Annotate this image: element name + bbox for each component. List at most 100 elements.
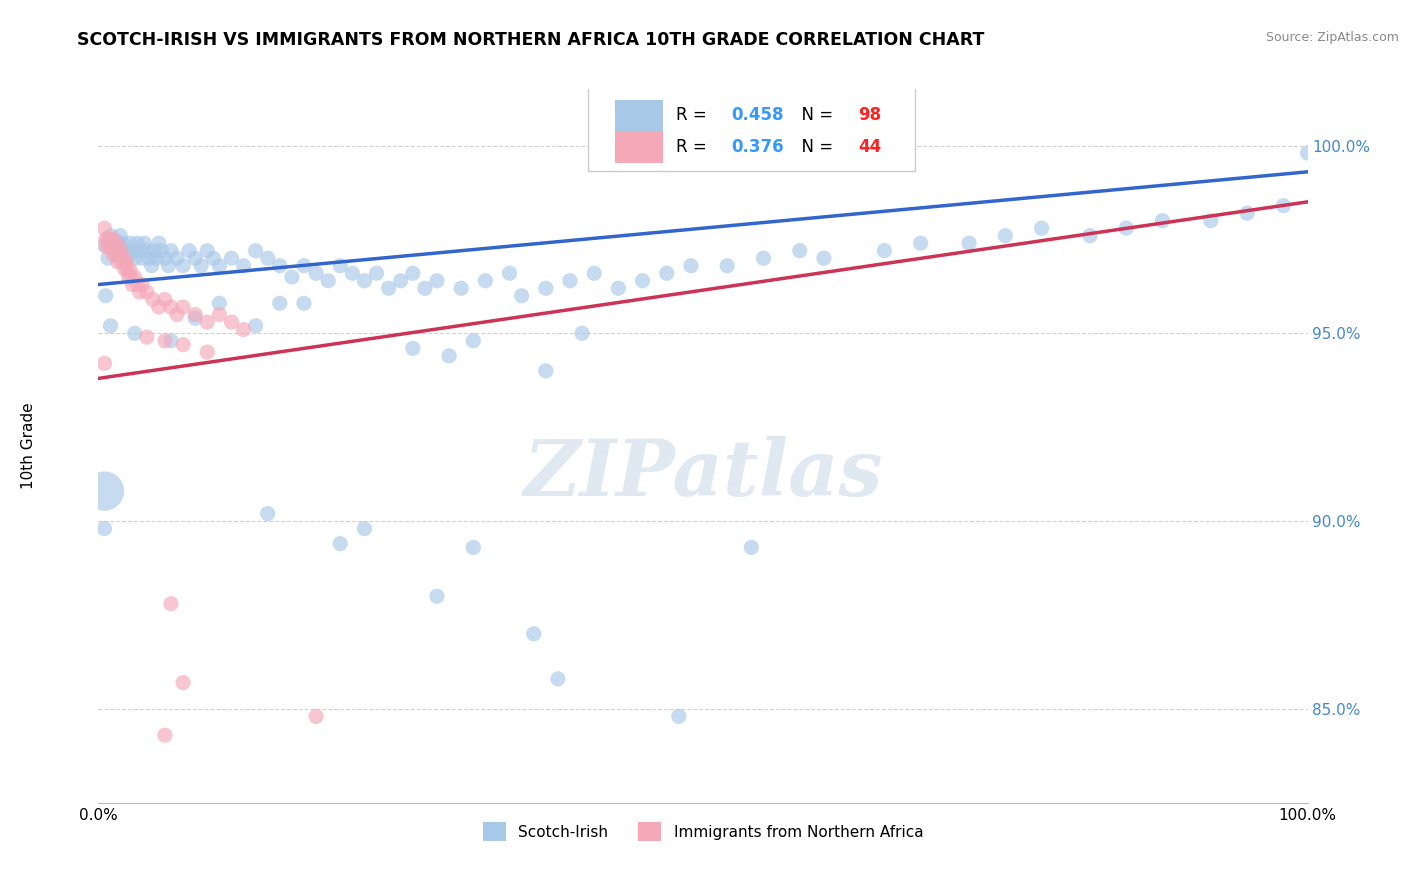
Point [128,285,150,299]
Point [221,315,243,329]
Point [910,236,932,251]
Point [256,507,278,521]
Point [789,244,811,258]
Text: SCOTCH-IRISH VS IMMIGRANTS FROM NORTHERN AFRICA 10TH GRADE CORRELATION CHART: SCOTCH-IRISH VS IMMIGRANTS FROM NORTHERN… [77,31,984,49]
Point [112,255,135,269]
Text: 0.376: 0.376 [731,137,783,155]
Point [316,274,339,288]
Point [366,266,388,280]
Point [547,672,569,686]
Point [873,244,896,258]
Point [127,236,149,251]
Point [607,281,630,295]
Point [94,232,117,246]
Point [153,251,176,265]
Point [166,251,188,265]
Point [107,236,129,251]
Legend: Scotch-Irish, Immigrants from Northern Africa: Scotch-Irish, Immigrants from Northern A… [475,814,931,848]
Point [184,311,207,326]
Point [510,289,533,303]
Point [111,236,134,251]
Point [97,251,120,265]
Point [655,266,678,280]
Point [184,308,207,322]
Point [100,318,122,333]
Point [142,293,165,307]
Point [269,259,291,273]
Point [124,270,146,285]
FancyBboxPatch shape [588,86,915,171]
Point [631,274,654,288]
Text: Source: ZipAtlas.com: Source: ZipAtlas.com [1265,31,1399,45]
Point [179,244,201,258]
Point [1236,206,1258,220]
Point [402,266,425,280]
Point [232,259,254,273]
Point [121,244,143,258]
Point [583,266,606,280]
Point [100,228,122,243]
Text: R =: R = [676,137,713,155]
Point [97,232,120,246]
Text: R =: R = [676,106,713,124]
Point [245,318,267,333]
Point [558,274,581,288]
Point [138,251,160,265]
Point [135,244,157,258]
Point [195,244,218,258]
Point [342,266,364,280]
Point [195,315,218,329]
Point [208,259,231,273]
Text: N =: N = [792,137,838,155]
Point [104,244,127,258]
Point [114,244,136,258]
Point [96,240,118,254]
Point [121,277,143,292]
Point [256,251,278,265]
Point [153,728,176,742]
Point [752,251,775,265]
Point [127,277,149,292]
Point [117,251,139,265]
Point [148,300,170,314]
Point [450,281,472,295]
Point [105,247,128,261]
Point [245,244,267,258]
Point [153,334,176,348]
Point [305,709,328,723]
Point [221,251,243,265]
Text: ZIPatlas: ZIPatlas [523,436,883,513]
Point [94,289,117,303]
Point [157,259,180,273]
Point [1296,146,1319,161]
Point [716,259,738,273]
Point [93,356,115,370]
Point [463,541,485,555]
Point [134,236,156,251]
Point [208,296,231,310]
Point [160,300,183,314]
Point [668,709,690,723]
Y-axis label: 10th Grade: 10th Grade [21,402,37,490]
Point [1078,228,1101,243]
Point [108,240,131,254]
Point [292,296,315,310]
Point [353,522,375,536]
Point [402,342,425,356]
FancyBboxPatch shape [614,100,664,131]
Point [93,238,115,252]
Point [93,522,115,536]
Point [1031,221,1053,235]
Text: N =: N = [792,106,838,124]
Point [523,627,546,641]
Point [172,337,194,351]
Point [110,255,132,269]
Point [232,322,254,336]
Point [498,266,520,280]
Point [145,251,167,265]
Point [128,244,150,258]
Point [329,259,352,273]
Point [118,262,141,277]
Point [148,236,170,251]
Point [957,236,980,251]
